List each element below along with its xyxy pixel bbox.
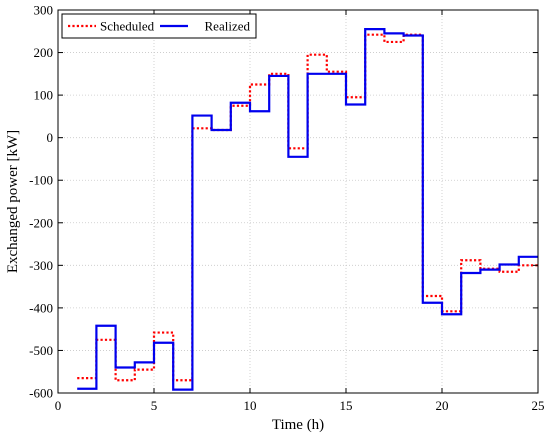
legend: Scheduled Realized xyxy=(61,13,257,39)
x-tick-label: 20 xyxy=(436,398,449,413)
y-tick-label: 100 xyxy=(34,88,54,103)
tick-labels: 0 5 10 15 20 25 -600 -500 -400 -300 -200 -100 0 100 20… xyxy=(29,3,544,414)
x-tick-label: 10 xyxy=(244,398,257,413)
y-tick-label: -500 xyxy=(29,343,53,358)
series-line-realized xyxy=(77,28,538,391)
x-tick-label: 0 xyxy=(55,398,62,413)
y-tick-label: 0 xyxy=(47,130,54,145)
y-tick-label: -300 xyxy=(29,258,53,273)
y-tick-label: -600 xyxy=(29,386,53,401)
x-tick-label: 25 xyxy=(532,398,545,413)
y-tick-label: 300 xyxy=(34,3,54,18)
y-axis-title: Exchanged power [kW] xyxy=(5,130,21,273)
legend-label-scheduled: Scheduled xyxy=(100,19,155,34)
ticks xyxy=(57,9,539,394)
legend-box xyxy=(61,13,257,39)
legend-label-realized: Realized xyxy=(205,19,251,34)
grid xyxy=(57,9,539,394)
y-tick-label: -100 xyxy=(29,173,53,188)
series-layer xyxy=(77,28,538,391)
x-axis-title: Time (h) xyxy=(272,417,324,433)
y-tick-label: 200 xyxy=(34,45,54,60)
y-tick-label: -200 xyxy=(29,215,53,230)
plot-frame xyxy=(57,9,539,394)
x-tick-label: 5 xyxy=(151,398,158,413)
x-tick-label: 15 xyxy=(340,398,353,413)
y-tick-label: -400 xyxy=(29,300,53,315)
